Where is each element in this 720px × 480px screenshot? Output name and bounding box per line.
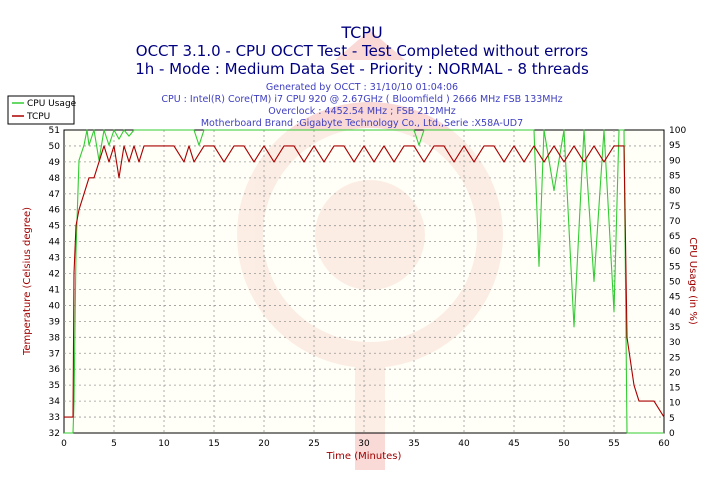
- y-right-tick-label: 45: [669, 293, 680, 303]
- y-right-tick-label: 0: [669, 429, 675, 439]
- y-left-tick-label: 47: [49, 190, 60, 200]
- y-left-tick-label: 37: [49, 349, 60, 359]
- info-line-generated: Generated by OCCT : 31/10/10 01:04:06: [266, 82, 458, 93]
- chart-subtitle-2: 1h - Mode : Medium Data Set - Priority :…: [135, 60, 589, 78]
- x-tick-label: 40: [458, 439, 470, 449]
- y-right-tick-label: 15: [669, 384, 680, 394]
- y-right-tick-label: 35: [669, 323, 680, 333]
- x-tick-label: 35: [408, 439, 419, 449]
- y-right-tick-label: 10: [669, 399, 681, 409]
- info-line-motherboard: Motherboard Brand :Gigabyte Technology C…: [201, 118, 523, 129]
- info-line-cpu: CPU : Intel(R) Core(TM) i7 CPU 920 @ 2.6…: [161, 94, 562, 105]
- x-tick-label: 50: [558, 439, 570, 449]
- y-left-tick-label: 40: [49, 301, 61, 311]
- x-tick-label: 0: [61, 439, 67, 449]
- y-right-tick-label: 60: [669, 247, 681, 257]
- y-left-tick-label: 46: [49, 206, 61, 216]
- legend-box: [7, 95, 75, 125]
- x-tick-label: 55: [608, 439, 619, 449]
- y-right-tick-label: 75: [669, 202, 680, 212]
- y-left-tick-label: 33: [49, 413, 60, 423]
- y-right-tick-label: 30: [669, 338, 681, 348]
- y-right-tick-label: 55: [669, 262, 680, 272]
- y-left-tick-label: 41: [49, 285, 60, 295]
- y-right-tick-label: 85: [669, 171, 680, 181]
- y-left-tick-label: 50: [49, 142, 61, 152]
- y-right-tick-label: 70: [669, 217, 681, 227]
- chart-title: TCPU: [340, 23, 382, 42]
- x-tick-label: 25: [308, 439, 319, 449]
- y-left-tick-label: 44: [49, 238, 61, 248]
- y-left-tick-label: 36: [49, 365, 61, 375]
- y-left-tick-label: 43: [49, 254, 60, 264]
- y-left-tick-label: 51: [49, 126, 60, 136]
- y-right-tick-label: 95: [669, 141, 680, 151]
- x-tick-label: 60: [658, 439, 670, 449]
- y-right-tick-label: 100: [669, 126, 686, 136]
- y-right-axis-label: CPU Usage (in %): [687, 237, 698, 325]
- y-left-tick-label: 45: [49, 222, 60, 232]
- y-right-axis-ticks: 0 5 10 15 20 25 30 35 40 45 50 55 60 65 70 75 80 85 90 95 10…: [669, 126, 686, 439]
- series-line-tcpu: [64, 145, 665, 418]
- y-left-tick-label: 39: [49, 317, 61, 327]
- series-line-cpu-usage: [64, 129, 664, 434]
- y-left-tick-label: 35: [49, 381, 60, 391]
- y-left-tick-label: 49: [49, 158, 61, 168]
- y-right-tick-label: 40: [669, 308, 681, 318]
- legend-label-cpu-usage: CPU Usage: [27, 99, 77, 109]
- legend-label-tcpu: TCPU: [26, 112, 50, 122]
- y-right-tick-label: 20: [669, 368, 681, 378]
- y-right-tick-label: 90: [669, 156, 681, 166]
- series-layer: [64, 129, 665, 434]
- y-left-tick-label: 42: [49, 270, 60, 280]
- x-tick-label: 30: [358, 439, 370, 449]
- x-axis-label: Time (Minutes): [326, 451, 402, 462]
- x-tick-label: 20: [258, 439, 270, 449]
- y-right-tick-label: 50: [669, 278, 681, 288]
- y-right-tick-label: 25: [669, 353, 680, 363]
- y-left-tick-label: 48: [49, 174, 61, 184]
- y-left-tick-label: 34: [49, 397, 61, 407]
- x-axis-ticks: 0 5 10 15 20 25 30 35 40 45 50 55 60: [61, 439, 670, 449]
- x-tick-label: 5: [111, 439, 117, 449]
- legend: CPU Usage TCPU: [7, 95, 77, 125]
- y-left-axis-label: Temperature (Celsius degree): [22, 207, 33, 356]
- y-right-tick-label: 5: [669, 414, 675, 424]
- y-right-tick-label: 80: [669, 187, 681, 197]
- x-tick-label: 10: [158, 439, 170, 449]
- info-line-overclock: Overclock : 4452.54 MHz ; FSB 212MHz: [268, 106, 455, 117]
- y-left-tick-label: 38: [49, 333, 61, 343]
- y-right-tick-label: 65: [669, 232, 680, 242]
- x-tick-label: 15: [208, 439, 219, 449]
- y-left-tick-label: 32: [49, 429, 60, 439]
- chart-subtitle-1: OCCT 3.1.0 - CPU OCCT Test - Test Comple…: [136, 42, 589, 60]
- x-tick-label: 45: [508, 439, 519, 449]
- grid: [64, 130, 664, 433]
- y-left-axis-ticks: 32 33 34 35 36 37 38 39 40 41 42 43 44 45 46 47 48 49 50 51: [49, 126, 61, 439]
